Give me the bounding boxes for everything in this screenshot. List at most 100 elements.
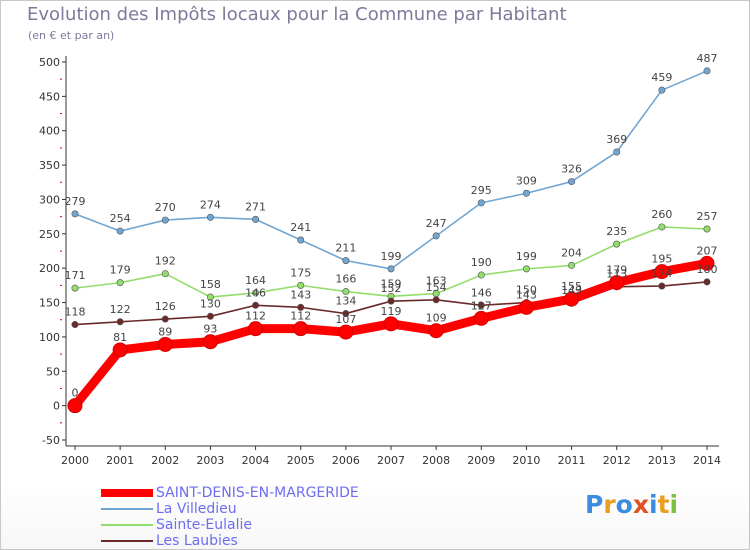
x-tick-label: 2003 xyxy=(196,454,224,467)
data-label: 143 xyxy=(290,288,311,301)
data-label: 270 xyxy=(155,201,176,214)
data-point xyxy=(252,215,260,223)
data-point xyxy=(342,257,350,265)
series-layer xyxy=(67,67,715,414)
data-label: 126 xyxy=(155,300,176,313)
legend-swatch xyxy=(101,524,153,526)
data-point xyxy=(432,296,440,304)
legend-label: Sainte-Eulalie xyxy=(156,517,252,533)
data-label: 81 xyxy=(113,331,127,344)
data-point xyxy=(161,216,169,224)
series-line-1 xyxy=(74,70,708,270)
legend-swatch xyxy=(101,540,153,542)
data-label: 109 xyxy=(426,312,447,325)
data-labels: 0 81 89 93 112 112 107 119 109 127 143 155 179 195 207… xyxy=(65,52,718,400)
data-label: 274 xyxy=(200,198,221,211)
data-label: 143 xyxy=(516,288,537,301)
data-label: 146 xyxy=(245,286,266,299)
data-label: 155 xyxy=(561,280,582,293)
data-point xyxy=(703,278,711,286)
x-tick-label: 2008 xyxy=(422,454,450,467)
data-label: 207 xyxy=(697,244,718,257)
data-label: 146 xyxy=(471,286,492,299)
data-point xyxy=(71,321,79,329)
data-point xyxy=(116,227,124,235)
data-point xyxy=(67,398,83,414)
x-tick-label: 2007 xyxy=(377,454,405,467)
data-point xyxy=(658,282,666,290)
legend-swatch xyxy=(101,508,153,510)
legend-swatch xyxy=(101,489,153,497)
data-point xyxy=(654,264,670,280)
data-label: 107 xyxy=(335,313,356,326)
data-point xyxy=(658,223,666,231)
x-tick-label: 2000 xyxy=(61,454,89,467)
data-label: 134 xyxy=(335,295,356,308)
data-point xyxy=(206,213,214,221)
chart-title: Evolution des Impôts locaux pour la Comm… xyxy=(27,4,567,25)
data-label: 180 xyxy=(697,263,718,276)
data-point xyxy=(252,289,260,297)
data-label: 149 xyxy=(561,284,582,297)
data-point xyxy=(564,291,580,307)
data-label: 279 xyxy=(65,195,86,208)
data-point xyxy=(518,299,534,315)
data-point xyxy=(428,323,444,339)
legend-label: Les Laubies xyxy=(156,533,238,549)
logo-letter: P xyxy=(585,490,604,519)
data-point xyxy=(342,310,350,318)
data-point xyxy=(71,210,79,218)
data-label: 199 xyxy=(381,250,402,263)
proxiti-logo: Proxiti xyxy=(585,490,678,519)
data-point xyxy=(206,312,214,320)
data-label: 119 xyxy=(381,305,402,318)
data-label: 247 xyxy=(426,217,447,230)
data-label: 164 xyxy=(245,274,266,287)
y-tick-label: 350 xyxy=(39,159,60,172)
x-tick-label: 2009 xyxy=(467,454,495,467)
data-label: 326 xyxy=(561,163,582,176)
legend-label: SAINT-DENIS-EN-MARGERIDE xyxy=(156,485,359,501)
data-label: 171 xyxy=(65,269,86,282)
x-tick-label: 2005 xyxy=(287,454,315,467)
data-label: 487 xyxy=(697,52,718,65)
data-label: 175 xyxy=(290,266,311,279)
data-point xyxy=(609,275,625,291)
data-point xyxy=(112,342,128,358)
logo-letter: x xyxy=(632,490,649,519)
data-point xyxy=(297,281,305,289)
data-label: 295 xyxy=(471,184,492,197)
data-label: 163 xyxy=(426,275,447,288)
y-tick-label: 0 xyxy=(53,400,60,413)
data-point xyxy=(206,293,214,301)
chart-subtitle: (en € et par an) xyxy=(28,29,115,42)
data-point xyxy=(116,279,124,287)
data-label: 93 xyxy=(203,323,217,336)
x-tick-label: 2012 xyxy=(603,454,631,467)
data-label: 369 xyxy=(606,133,627,146)
data-label: 260 xyxy=(651,208,672,221)
logo-letter: t xyxy=(657,490,670,519)
data-label: 112 xyxy=(245,310,266,323)
data-label: 211 xyxy=(335,242,356,255)
data-point xyxy=(116,318,124,326)
y-tick-label: 400 xyxy=(39,125,60,138)
y-tick-label: 500 xyxy=(39,56,60,69)
data-point xyxy=(473,310,489,326)
data-label: 159 xyxy=(381,277,402,290)
data-label: 179 xyxy=(110,264,131,277)
data-point xyxy=(248,321,264,337)
data-label: 173 xyxy=(606,268,627,281)
logo-letter: r xyxy=(603,490,616,519)
axes: -50 0 50 100 150 200 250 300 350 400 450 500 2000 200… xyxy=(39,56,721,467)
data-label: 309 xyxy=(516,174,537,187)
data-point xyxy=(613,240,621,248)
x-tick-label: 2001 xyxy=(106,454,134,467)
data-label: 271 xyxy=(245,200,266,213)
data-point xyxy=(387,297,395,305)
data-label: 199 xyxy=(516,250,537,263)
y-tick-label: 300 xyxy=(39,193,60,206)
data-point xyxy=(297,236,305,244)
data-label: 150 xyxy=(516,284,537,297)
